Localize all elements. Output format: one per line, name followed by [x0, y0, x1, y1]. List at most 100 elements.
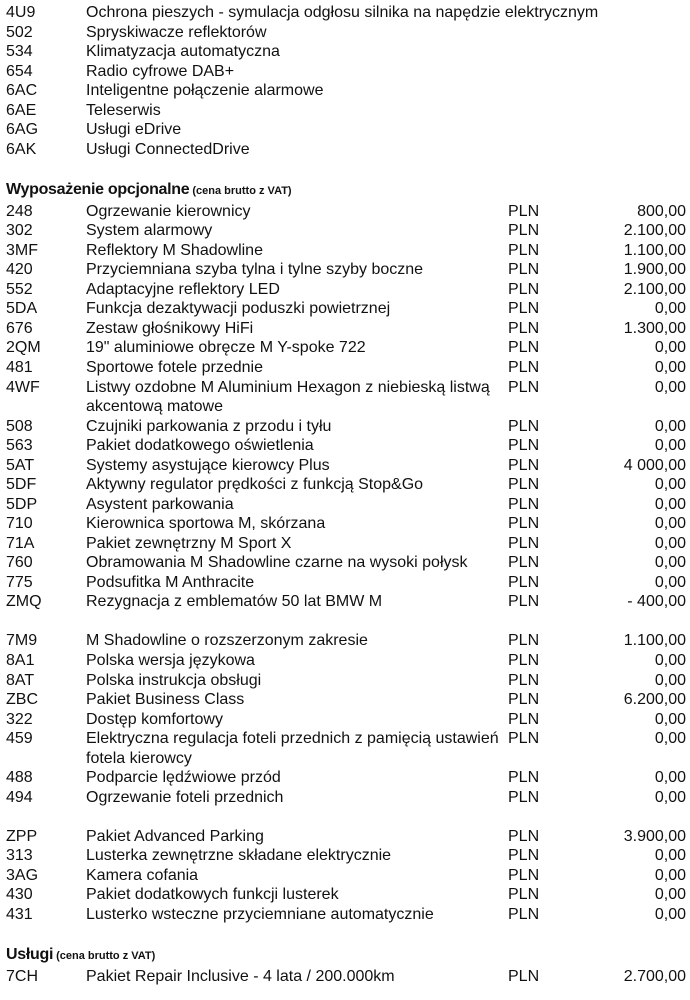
item-description: Czujniki parkowania z przodu i tyłu	[86, 417, 332, 435]
item-currency: PLN	[508, 691, 540, 709]
list-item: 8A1 Polska wersja językowa PLN 0,00	[0, 651, 690, 671]
item-description: Pakiet zewnętrzny M Sport X	[86, 534, 292, 552]
item-price: 1.100,00	[623, 241, 686, 259]
item-price: 0,00	[654, 417, 686, 435]
item-currency: PLN	[508, 886, 540, 904]
item-price: 1.100,00	[623, 632, 686, 650]
item-description: 19" aluminiowe obręcze M Y-spoke 722	[86, 339, 366, 357]
item-code: 420	[6, 261, 33, 279]
item-price: 0,00	[654, 515, 686, 533]
item-currency: PLN	[508, 730, 540, 748]
item-price: 1.900,00	[623, 261, 686, 279]
spacer	[0, 612, 690, 632]
section-subtitle: (cena brutto z VAT)	[56, 949, 156, 962]
item-price: 0,00	[654, 339, 686, 357]
list-item: 6AE Teleserwis	[0, 101, 690, 121]
item-price: 0,00	[654, 554, 686, 572]
item-description: Usługi eDrive	[86, 121, 182, 139]
item-code: 710	[6, 515, 33, 533]
item-description: Pakiet Repair Inclusive - 4 lata / 200.0…	[86, 967, 395, 985]
item-currency: PLN	[508, 476, 540, 494]
item-currency: PLN	[508, 339, 540, 357]
list-item: 5AT Systemy asystujące kierowcy Plus PLN 4 …	[0, 456, 690, 476]
item-code: 5DP	[6, 495, 38, 513]
section-title: Wyposażenie opcjonalne	[6, 180, 190, 198]
item-description: Rezygnacja z emblematów 50 lat BMW M	[86, 593, 383, 611]
list-item: 7CH Pakiet Repair Inclusive - 4 lata / 20…	[0, 967, 690, 987]
item-description: Podparcie lędźwiowe przód	[86, 769, 281, 787]
item-currency: PLN	[508, 319, 540, 337]
list-item: 6AG Usługi eDrive	[0, 120, 690, 140]
item-currency: PLN	[508, 534, 540, 552]
item-description: Podsufitka M Anthracite	[86, 573, 255, 591]
item-code: 6AC	[6, 82, 38, 100]
item-code: 552	[6, 280, 33, 298]
list-item: ZBC Pakiet Business Class PLN 6.200,00	[0, 690, 690, 710]
item-code: 5DA	[6, 300, 38, 318]
item-description: Aktywny regulator prędkości z funkcją St…	[86, 476, 424, 494]
section-title: Usługi	[6, 945, 54, 963]
item-price: 0,00	[654, 886, 686, 904]
item-code: 8AT	[6, 671, 35, 689]
item-code: 8A1	[6, 651, 35, 669]
item-description: Listwy ozdobne M Aluminium Hexagon z nie…	[86, 378, 490, 416]
item-code: 488	[6, 769, 33, 787]
item-code: 7CH	[6, 967, 39, 985]
item-code: 302	[6, 222, 33, 240]
item-description: Pakiet Business Class	[86, 691, 245, 709]
spacer	[0, 807, 690, 827]
list-item: 494 Ogrzewanie foteli przednich PLN 0,00	[0, 788, 690, 808]
item-code: 430	[6, 886, 33, 904]
item-description: Reflektory M Shadowline	[86, 241, 263, 259]
item-description: Kierownica sportowa M, skórzana	[86, 515, 326, 533]
item-description: M Shadowline o rozszerzonym zakresie	[86, 632, 368, 650]
item-currency: PLN	[508, 967, 540, 985]
item-code: 760	[6, 554, 33, 572]
item-price: 0,00	[654, 534, 686, 552]
item-description: Ogrzewanie kierownicy	[86, 202, 251, 220]
item-currency: PLN	[508, 515, 540, 533]
item-description: Ochrona pieszych - symulacja odgłosu sil…	[86, 4, 599, 21]
item-currency: PLN	[508, 202, 540, 220]
item-currency: PLN	[508, 280, 540, 298]
list-item: 7M9 M Shadowline o rozszerzonym zakresie P…	[0, 631, 690, 651]
item-code: 4U9	[6, 4, 36, 21]
item-description: Lusterko wsteczne przyciemniane automaty…	[86, 905, 434, 923]
item-currency: PLN	[508, 495, 540, 513]
item-price: 3.900,00	[623, 827, 686, 845]
list-item: 8AT Polska instrukcja obsługi PLN 0,00	[0, 671, 690, 691]
list-item: 3MF Reflektory M Shadowline PLN 1.100,00	[0, 241, 690, 261]
item-code: 7M9	[6, 632, 38, 650]
item-description: Elektryczna regulacja foteli przednich z…	[86, 730, 499, 767]
list-item: 676 Zestaw głośnikowy HiFi PLN 1.300,00	[0, 319, 690, 339]
list-item: 760 Obramowania M Shadowline czarne na wy…	[0, 553, 690, 573]
item-code: 494	[6, 788, 33, 806]
item-currency: PLN	[508, 593, 540, 611]
section-heading-services: Usługi (cena brutto z VAT)	[0, 944, 690, 967]
item-description: Asystent parkowania	[86, 495, 234, 513]
item-currency: PLN	[508, 261, 540, 279]
item-description: Klimatyzacja automatyczna	[86, 43, 280, 61]
spacer	[0, 159, 690, 179]
item-description: Adaptacyjne reflektory LED	[86, 280, 280, 298]
item-price: 0,00	[654, 378, 686, 396]
item-description: Obramowania M Shadowline czarne na wysok…	[86, 554, 468, 572]
list-item: 488 Podparcie lędźwiowe przód PLN 0,00	[0, 768, 690, 788]
item-currency: PLN	[508, 788, 540, 806]
item-code: 71A	[6, 534, 35, 552]
item-code: ZPP	[6, 827, 38, 845]
item-currency: PLN	[508, 417, 540, 435]
item-price: 0,00	[654, 476, 686, 494]
item-code: 313	[6, 847, 33, 865]
item-code: 502	[6, 23, 33, 41]
item-description: Polska wersja językowa	[86, 651, 255, 669]
list-item: 534 Klimatyzacja automatyczna	[0, 42, 690, 62]
item-price: 2.100,00	[623, 280, 686, 298]
item-currency: PLN	[508, 866, 540, 884]
list-item: 552 Adaptacyjne reflektory LED PLN 2.100,00	[0, 280, 690, 300]
item-code: 5AT	[6, 456, 35, 474]
item-price: 0,00	[654, 671, 686, 689]
list-item: 322 Dostęp komfortowy PLN 0,00	[0, 710, 690, 730]
item-description: Usługi ConnectedDrive	[86, 140, 250, 158]
